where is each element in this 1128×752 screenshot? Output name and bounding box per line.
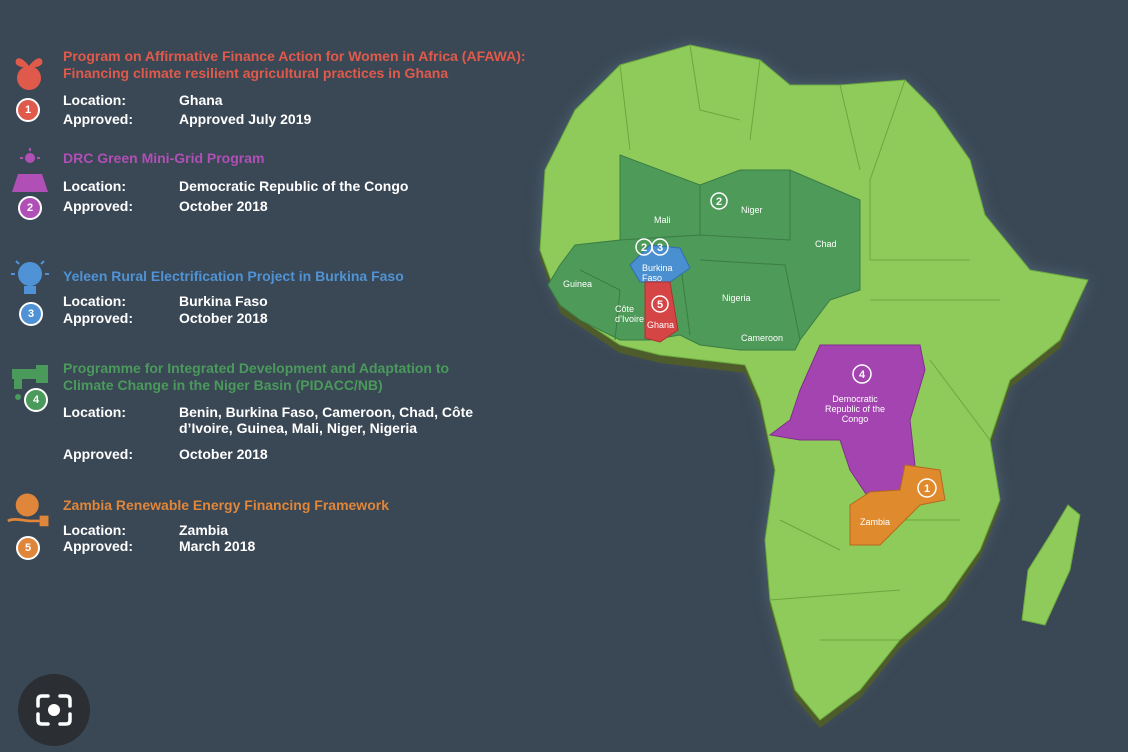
approved-label: Approved: (63, 310, 133, 326)
location-label: Location: (63, 92, 126, 108)
approved-label: Approved: (63, 538, 133, 554)
project-1-approved: Approved July 2019 (179, 111, 312, 127)
location-label: Location: (63, 522, 126, 538)
label-mali: Mali (654, 215, 671, 225)
light-bulb-icon (11, 260, 49, 294)
project-4-location: Benin, Burkina Faso, Cameroon, Chad, Côt… (179, 404, 474, 436)
drc (768, 344, 926, 501)
water-tap-icon (12, 365, 48, 400)
project-1-title: Program on Affirmative Finance Action fo… (63, 48, 526, 81)
project-5-badge: 5 (16, 536, 40, 560)
camera-lens-icon (36, 694, 72, 726)
marker-niger: 2 (710, 192, 728, 210)
label-zambia: Zambia (860, 517, 890, 527)
project-3-approved: October 2018 (179, 310, 268, 326)
project-2-location: Democratic Republic of the Congo (179, 178, 409, 194)
energy-plug-icon (7, 493, 49, 527)
project-4-approved: October 2018 (179, 446, 268, 462)
visual-search-button[interactable] (18, 674, 90, 746)
madagascar (1021, 504, 1081, 626)
approved-label: Approved: (63, 111, 133, 127)
label-guinea: Guinea (563, 279, 592, 289)
project-1-badge: 1 (16, 98, 40, 122)
project-5-title: Zambia Renewable Energy Financing Framew… (63, 497, 389, 513)
label-cote: Côte d’Ivoire (615, 304, 644, 324)
project-3-badge: 3 (19, 302, 43, 326)
project-5-approved: March 2018 (179, 538, 256, 554)
country-borders (619, 44, 1000, 641)
marker-burkina-3: 3 (651, 238, 669, 256)
approved-label: Approved: (63, 198, 133, 214)
region-pidacc (547, 154, 861, 351)
svg-text:2: 2 (716, 196, 722, 208)
label-niger: Niger (741, 205, 763, 215)
svg-text:5: 5 (657, 299, 663, 311)
marker-ghana: 5 (651, 295, 669, 313)
svg-text:1: 1 (924, 483, 930, 495)
location-label: Location: (63, 293, 126, 309)
label-ghana: Ghana (647, 320, 674, 330)
project-2-approved: October 2018 (179, 198, 268, 214)
project-4-title: Programme for Integrated Development and… (63, 360, 450, 393)
region-borders (579, 170, 801, 341)
project-3-title: Yeleen Rural Electrification Project in … (63, 268, 404, 284)
marker-drc: 4 (852, 364, 872, 384)
label-burkina: Burkina Faso (642, 263, 673, 283)
label-drc: Democratic Republic of the Congo (825, 394, 885, 424)
project-5-location: Zambia (179, 522, 229, 538)
project-3-location: Burkina Faso (179, 293, 268, 309)
approved-label: Approved: (63, 446, 133, 462)
project-2-badge: 2 (18, 196, 42, 220)
label-nigeria: Nigeria (722, 293, 751, 303)
svg-text:4: 4 (859, 369, 866, 381)
svg-text:2: 2 (641, 242, 647, 254)
location-label: Location: (63, 178, 126, 194)
svg-text:3: 3 (657, 242, 663, 254)
solar-panel-icon (12, 148, 48, 192)
zambia (849, 464, 946, 546)
plant-icon (15, 58, 43, 90)
marker-zambia: 1 (917, 478, 937, 498)
project-4-badge: 4 (24, 388, 48, 412)
label-cameroon: Cameroon (741, 333, 783, 343)
project-1-location: Ghana (179, 92, 223, 108)
location-label: Location: (63, 404, 126, 420)
project-2-title: DRC Green Mini-Grid Program (63, 150, 265, 166)
label-chad: Chad (815, 239, 837, 249)
